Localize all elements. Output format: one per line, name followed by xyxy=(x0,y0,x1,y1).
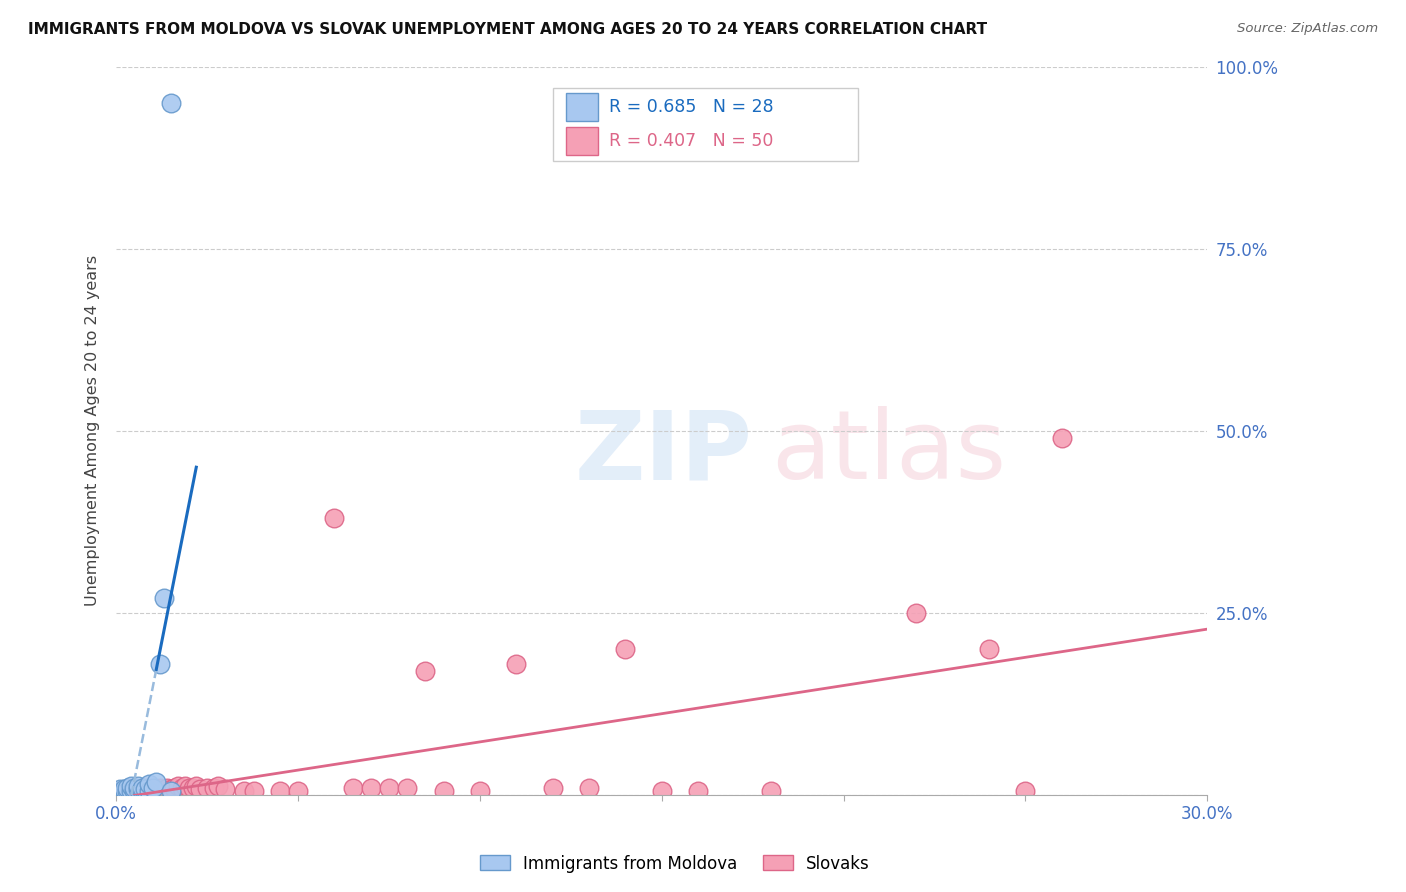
Point xyxy=(759,784,782,798)
Point xyxy=(378,780,401,795)
Point xyxy=(167,780,190,794)
Point xyxy=(396,780,419,795)
Point xyxy=(243,784,266,798)
Point xyxy=(177,780,200,795)
Point xyxy=(323,511,346,525)
Point xyxy=(174,780,197,794)
Point xyxy=(269,784,291,798)
FancyBboxPatch shape xyxy=(553,88,858,161)
Point xyxy=(468,784,491,798)
Point xyxy=(120,784,142,798)
Point xyxy=(432,784,454,798)
Point xyxy=(134,780,156,795)
Point xyxy=(149,780,172,795)
Point xyxy=(342,780,364,795)
Point xyxy=(188,782,211,797)
Legend: Immigrants from Moldova, Slovaks: Immigrants from Moldova, Slovaks xyxy=(474,848,876,880)
Point xyxy=(163,780,186,795)
Point xyxy=(287,784,309,798)
Point xyxy=(131,780,153,795)
Point xyxy=(360,780,382,795)
Text: ZIP: ZIP xyxy=(575,406,752,500)
Point xyxy=(131,784,153,798)
Point xyxy=(108,784,131,798)
Point xyxy=(152,591,174,606)
Point xyxy=(541,780,564,795)
Point xyxy=(145,782,167,797)
Point xyxy=(207,780,229,794)
Point xyxy=(138,784,160,798)
Point xyxy=(505,657,527,671)
Point xyxy=(115,782,138,797)
FancyBboxPatch shape xyxy=(565,93,599,120)
Point xyxy=(688,784,710,798)
Point xyxy=(152,784,174,798)
Point xyxy=(1014,784,1036,798)
Point xyxy=(138,784,160,798)
Point xyxy=(170,780,193,795)
Point xyxy=(108,782,131,797)
Point xyxy=(1050,431,1073,445)
Point xyxy=(142,784,165,798)
Text: atlas: atlas xyxy=(770,406,1005,500)
Point xyxy=(195,780,218,795)
FancyBboxPatch shape xyxy=(565,127,599,154)
Point xyxy=(159,95,181,110)
Point xyxy=(134,782,156,797)
Point xyxy=(138,777,160,791)
Point xyxy=(127,780,149,794)
Point xyxy=(115,784,138,798)
Point xyxy=(112,784,135,798)
Point xyxy=(127,784,149,798)
Point xyxy=(120,784,142,798)
Point xyxy=(112,782,135,797)
Point xyxy=(651,784,673,798)
Point xyxy=(149,657,172,671)
Point xyxy=(124,780,146,795)
Point xyxy=(905,606,928,620)
Point xyxy=(214,782,236,797)
Point xyxy=(115,780,138,795)
Point xyxy=(131,782,153,797)
Text: IMMIGRANTS FROM MOLDOVA VS SLOVAK UNEMPLOYMENT AMONG AGES 20 TO 24 YEARS CORRELA: IMMIGRANTS FROM MOLDOVA VS SLOVAK UNEMPL… xyxy=(28,22,987,37)
Point xyxy=(108,784,131,798)
Point xyxy=(204,780,226,795)
Point xyxy=(127,782,149,797)
Text: R = 0.407   N = 50: R = 0.407 N = 50 xyxy=(609,132,773,150)
Point xyxy=(977,642,1000,657)
Point xyxy=(159,782,181,797)
Point xyxy=(159,784,181,798)
Y-axis label: Unemployment Among Ages 20 to 24 years: Unemployment Among Ages 20 to 24 years xyxy=(86,255,100,607)
Text: Source: ZipAtlas.com: Source: ZipAtlas.com xyxy=(1237,22,1378,36)
Point xyxy=(124,784,146,798)
Text: R = 0.685   N = 28: R = 0.685 N = 28 xyxy=(609,97,773,116)
Point xyxy=(614,642,637,657)
Point xyxy=(124,782,146,797)
Point xyxy=(181,780,204,795)
Point xyxy=(145,775,167,789)
Point xyxy=(415,664,437,678)
Point xyxy=(156,780,179,795)
Point xyxy=(578,780,600,795)
Point xyxy=(232,784,254,798)
Point xyxy=(186,780,208,794)
Point xyxy=(112,784,135,798)
Point xyxy=(120,780,142,794)
Point xyxy=(142,780,165,795)
